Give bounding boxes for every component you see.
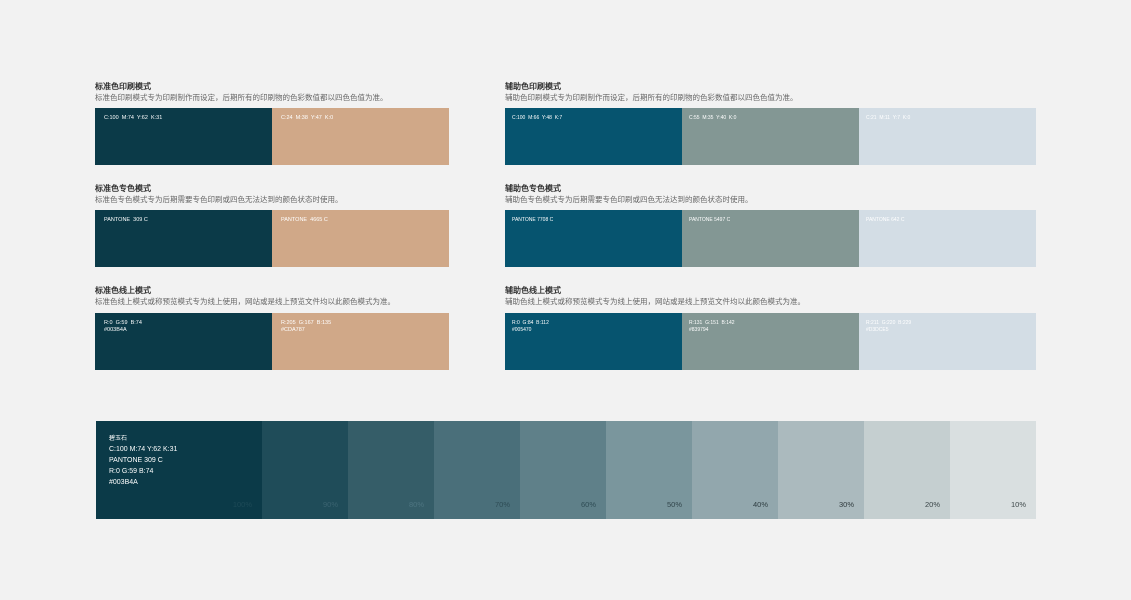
swatch-primary: C:100 M:74 Y:62 K:31 [95, 108, 272, 165]
tint-label: 70% [494, 500, 510, 509]
tint-label: 90% [322, 500, 338, 509]
tint-label: 50% [666, 500, 682, 509]
tint-label: 80% [408, 500, 424, 509]
section-description: 标准色印刷模式专为印刷制作而设定，后期所有的印刷物的色彩数值都以四色色值为准。 [95, 93, 388, 102]
swatch-row-left-print: C:100 M:74 Y:62 K:31 C:24 M:38 Y:47 K:0 [95, 108, 449, 165]
section-description: 辅助色印刷模式专为印刷制作而设定，后期所有的印刷物的色彩数值都以四色色值为准。 [505, 93, 798, 102]
right-section-print: 辅助色印刷模式 辅助色印刷模式专为印刷制作而设定，后期所有的印刷物的色彩数值都以… [505, 81, 798, 103]
right-section-online: 辅助色线上模式 辅助色线上模式或称预览模式专为线上使用，网站或是线上预览文件均以… [505, 285, 805, 307]
swatch-row-left-spot: PANTONE 309 C PANTONE 4665 C [95, 210, 449, 267]
swatch-row-right-spot: PANTONE 7708 C PANTONE 5497 C PANTONE 64… [505, 210, 1036, 267]
swatch-value: PANTONE 642 C [866, 217, 905, 223]
swatch-secondary: C:24 M:38 Y:47 K:0 [272, 108, 449, 165]
section-title: 标准色专色模式 [95, 184, 151, 193]
tint-steps: 90% 80% 70% 60% 50% 40% 30% 20% 10% [262, 421, 1036, 519]
tint-label: 100% [232, 500, 252, 509]
tint-100: 碧玉石 C:100 M:74 Y:62 K:31 PANTONE 309 C R… [96, 421, 262, 519]
swatch-value: R:211 G:220 B:229 #D3DCE5 [866, 320, 912, 333]
tint-10: 10% [950, 421, 1036, 519]
tint-90: 90% [262, 421, 348, 519]
left-section-online: 标准色线上模式 标准色线上模式或称预览模式专为线上使用，网站或是线上预览文件均以… [95, 285, 395, 307]
section-title: 标准色线上模式 [95, 286, 151, 295]
swatch-aux-light: PANTONE 642 C [859, 210, 1036, 267]
swatch-primary: PANTONE 309 C [95, 210, 272, 267]
tint-label: 60% [580, 500, 596, 509]
color-pantone: PANTONE 309 C [109, 457, 163, 464]
swatch-aux-blue: R:0 G:84 B:112 #005470 [505, 313, 682, 370]
swatch-aux-gray: C:55 M:35 Y:40 K:0 [682, 108, 859, 165]
tint-60: 60% [520, 421, 606, 519]
section-description: 辅助色专色模式专为后期需要专色印刷或四色无法达到的颜色状态时使用。 [505, 195, 753, 204]
tint-40: 40% [692, 421, 778, 519]
tint-20: 20% [864, 421, 950, 519]
swatch-value: R:131 G:151 B:142 #839794 [689, 320, 735, 333]
swatch-aux-light: R:211 G:220 B:229 #D3DCE5 [859, 313, 1036, 370]
section-title: 标准色印刷模式 [95, 82, 151, 91]
left-section-spot: 标准色专色模式 标准色专色模式专为后期需要专色印刷或四色无法达到的颜色状态时使用… [95, 183, 343, 205]
swatch-aux-light: C:21 M:11 Y:7 K:0 [859, 108, 1036, 165]
swatch-value: R:0 G:59 B:74 #003B4A [104, 320, 142, 333]
right-section-spot: 辅助色专色模式 辅助色专色模式专为后期需要专色印刷或四色无法达到的颜色状态时使用… [505, 183, 753, 205]
swatch-row-left-online: R:0 G:59 B:74 #003B4A R:205 G:167 B:135 … [95, 313, 449, 370]
section-description: 辅助色线上模式或称预览模式专为线上使用，网站或是线上预览文件均以此颜色模式为准。 [505, 297, 805, 306]
tint-label: 20% [924, 500, 940, 509]
tint-70: 70% [434, 421, 520, 519]
swatch-aux-blue: C:100 M:66 Y:48 K:7 [505, 108, 682, 165]
color-cmyk: C:100 M:74 Y:62 K:31 [109, 446, 178, 453]
swatch-aux-gray: PANTONE 5497 C [682, 210, 859, 267]
swatch-primary: R:0 G:59 B:74 #003B4A [95, 313, 272, 370]
tint-30: 30% [778, 421, 864, 519]
tint-scale: 碧玉石 C:100 M:74 Y:62 K:31 PANTONE 309 C R… [96, 421, 1036, 519]
swatch-value: C:100 M:74 Y:62 K:31 [104, 115, 163, 121]
swatch-secondary: PANTONE 4665 C [272, 210, 449, 267]
swatch-value: PANTONE 309 C [104, 217, 148, 223]
tint-50: 50% [606, 421, 692, 519]
section-description: 标准色专色模式专为后期需要专色印刷或四色无法达到的颜色状态时使用。 [95, 195, 343, 204]
swatch-value: C:21 M:11 Y:7 K:0 [866, 115, 911, 121]
swatch-row-right-online: R:0 G:84 B:112 #005470 R:131 G:151 B:142… [505, 313, 1036, 370]
section-description: 标准色线上模式或称预览模式专为线上使用，网站或是线上预览文件均以此颜色模式为准。 [95, 297, 395, 306]
tint-80: 80% [348, 421, 434, 519]
swatch-value: R:205 G:167 B:135 #CDA787 [281, 320, 332, 333]
swatch-row-right-print: C:100 M:66 Y:48 K:7 C:55 M:35 Y:40 K:0 C… [505, 108, 1036, 165]
tint-label: 10% [1010, 500, 1026, 509]
section-title: 辅助色专色模式 [505, 184, 561, 193]
color-hex: #003B4A [109, 479, 138, 486]
section-title: 辅助色线上模式 [505, 286, 561, 295]
color-name: 碧玉石 [109, 435, 128, 442]
tint-label: 30% [838, 500, 854, 509]
swatch-value: R:0 G:84 B:112 #005470 [512, 320, 549, 333]
left-section-print: 标准色印刷模式 标准色印刷模式专为印刷制作而设定，后期所有的印刷物的色彩数值都以… [95, 81, 388, 103]
swatch-value: C:24 M:38 Y:47 K:0 [281, 115, 334, 121]
primary-color-info: 碧玉石 C:100 M:74 Y:62 K:31 PANTONE 309 C R… [109, 433, 177, 488]
swatch-value: PANTONE 7708 C [512, 217, 554, 223]
swatch-secondary: R:205 G:167 B:135 #CDA787 [272, 313, 449, 370]
tint-label: 40% [752, 500, 768, 509]
swatch-value: C:100 M:66 Y:48 K:7 [512, 115, 563, 121]
color-rgb: R:0 G:59 B:74 [109, 468, 154, 475]
swatch-value: PANTONE 5497 C [689, 217, 731, 223]
section-title: 辅助色印刷模式 [505, 82, 561, 91]
swatch-aux-gray: R:131 G:151 B:142 #839794 [682, 313, 859, 370]
swatch-aux-blue: PANTONE 7708 C [505, 210, 682, 267]
swatch-value: PANTONE 4665 C [281, 217, 328, 223]
swatch-value: C:55 M:35 Y:40 K:0 [689, 115, 737, 121]
